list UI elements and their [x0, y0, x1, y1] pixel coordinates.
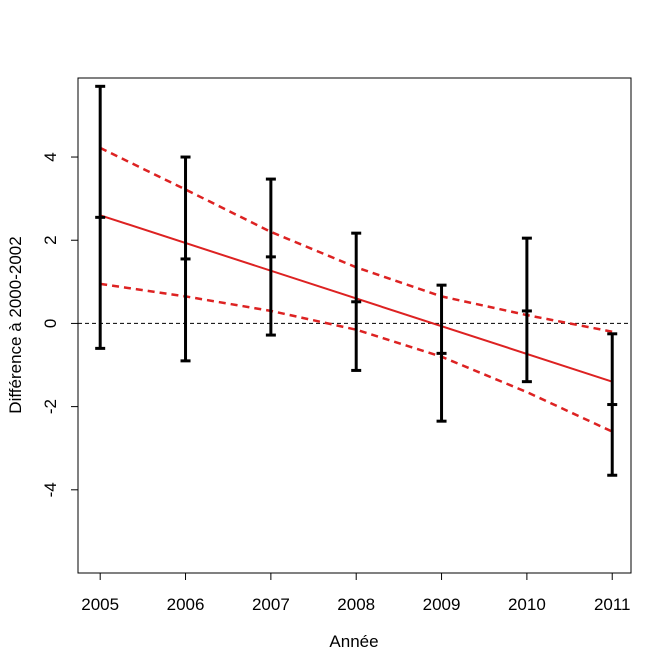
x-tick-label: 2006 — [167, 595, 205, 614]
x-tick-label: 2005 — [81, 595, 119, 614]
y-tick-label: -2 — [41, 399, 60, 414]
errorbar-2006 — [180, 155, 191, 363]
x-tick-label: 2008 — [337, 595, 375, 614]
errorbar-2008 — [351, 231, 362, 372]
y-axis: -4 -2 0 2 4 — [41, 152, 79, 497]
x-axis: 2005 2006 2007 2008 2009 2010 2011 — [81, 572, 631, 614]
errorbar-2011 — [607, 332, 618, 477]
x-tick-label: 2009 — [423, 595, 461, 614]
errorbar-2009 — [436, 283, 447, 423]
x-tick-label: 2010 — [508, 595, 546, 614]
y-axis-label: Différence à 2000-2002 — [6, 236, 25, 413]
x-tick-label: 2007 — [252, 595, 290, 614]
errorbar-2007 — [265, 177, 276, 337]
x-tick-label: 2011 — [594, 595, 631, 614]
errorbar-2010 — [521, 236, 532, 384]
y-tick-label: -4 — [41, 482, 60, 497]
errorbar-layer — [95, 84, 618, 477]
y-tick-label: 4 — [41, 152, 60, 161]
x-axis-label: Année — [329, 632, 378, 651]
plot-frame — [77, 77, 632, 574]
y-tick-label: 0 — [41, 319, 60, 328]
y-tick-label: 2 — [41, 235, 60, 244]
errorbar-2005 — [95, 84, 106, 350]
